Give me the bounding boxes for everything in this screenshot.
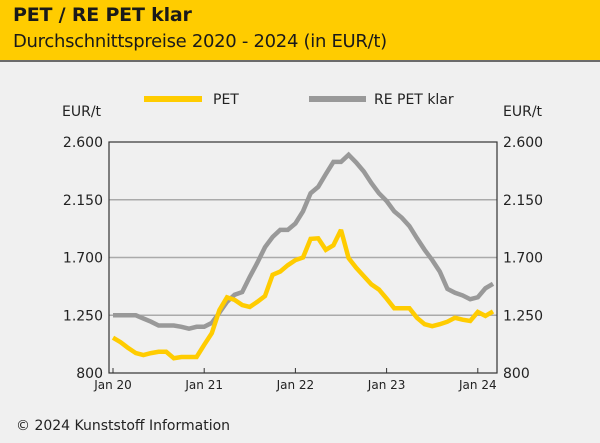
x-tick-label: Jan 23 [367,378,406,392]
x-axis: Jan 20 Jan 21 Jan 22 Jan 23 Jan 24 [93,368,497,392]
y-tick-label-right: 2.150 [503,193,543,209]
y-tick-label-right: 1.250 [503,308,543,324]
legend-label-pet: PET [213,92,239,108]
y-axis-unit-left: EUR/t [62,104,102,120]
legend-label-re-pet: RE PET klar [374,92,454,108]
x-tick-label: Jan 24 [458,378,497,392]
y-tick-label-left: 2.600 [63,135,103,151]
plot-frame [108,141,498,374]
y-tick-label-right: 2.600 [503,135,543,151]
x-tick-label: Jan 20 [93,378,132,392]
y-tick-label-left: 2.150 [63,193,103,209]
y-tick-label-right: 800 [503,366,530,382]
y-tick-label-left: 1.250 [63,308,103,324]
chart-header: PET / RE PET klar Durchschnittspreise 20… [0,0,600,62]
series-line-re-pet [113,151,495,332]
legend: PET RE PET klar [144,92,454,108]
x-tick-label: Jan 21 [184,378,223,392]
y-tick-label-left: 1.700 [63,251,103,267]
copyright-footer: © 2024 Kunststoff Information [16,418,231,434]
series-lines [111,151,495,361]
series-line-pet [111,228,495,361]
chart-subtitle: Durchschnittspreise 2020 - 2024 (in EUR/… [13,31,387,52]
y-axis-unit-right: EUR/t [503,104,543,120]
y-tick-label-right: 1.700 [503,251,543,267]
y-tick-label-left: 800 [76,366,103,382]
y-axis-right: 800 1.250 1.700 2.150 2.600 [503,135,543,382]
y-axis-left: 800 1.250 1.700 2.150 2.600 [63,135,103,382]
chart-title: PET / RE PET klar [13,4,192,26]
x-tick-label: Jan 22 [276,378,315,392]
